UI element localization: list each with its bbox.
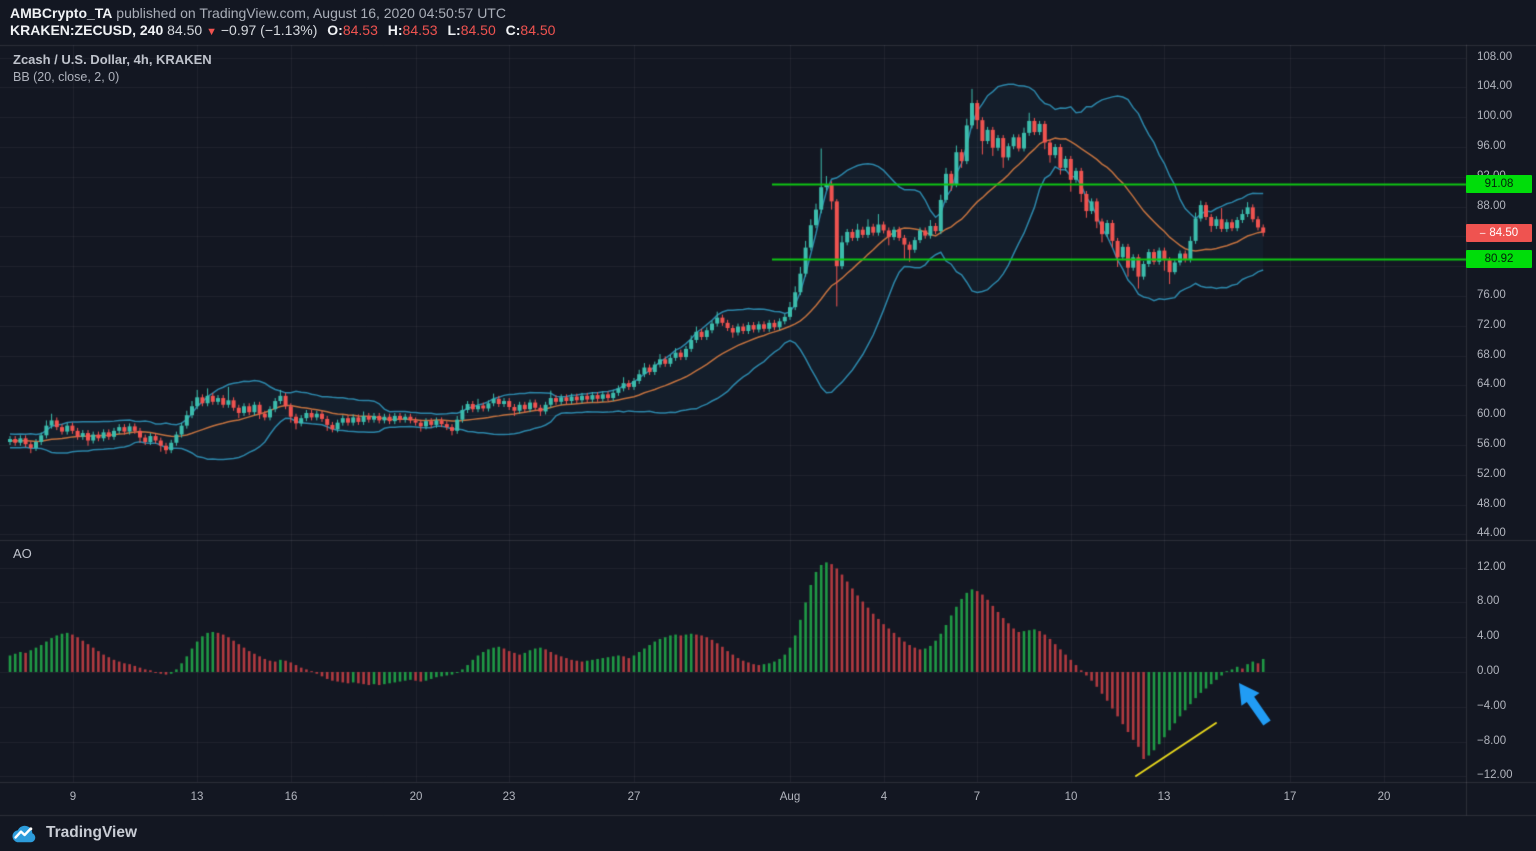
open-label: O:: [327, 22, 343, 38]
close-label: C:: [505, 22, 521, 38]
high-value: 84.53: [402, 22, 438, 38]
publish-info: AMBCrypto_TA published on TradingView.co…: [10, 5, 506, 21]
price-change: −0.97 (−1.13%): [220, 22, 318, 38]
down-triangle-icon: ▼: [206, 26, 217, 38]
chart-title-legend[interactable]: Zcash / U.S. Dollar, 4h, KRAKEN: [13, 52, 212, 67]
close-value: 84.50: [520, 22, 556, 38]
last-price: 84.50: [167, 22, 203, 38]
low-label: L:: [447, 22, 461, 38]
symbol-info-row: KRAKEN:ZECUSD, 240 84.50 ▼ −0.97 (−1.13%…: [10, 22, 555, 38]
tradingview-logo[interactable]: TradingView: [10, 818, 137, 848]
symbol-interval[interactable]: KRAKEN:ZECUSD, 240: [10, 22, 164, 38]
tradingview-logo-text: TradingView: [46, 824, 138, 841]
open-value: 84.53: [342, 22, 378, 38]
ao-indicator-legend[interactable]: AO: [13, 546, 32, 561]
bb-indicator-legend[interactable]: BB (20, close, 2, 0): [13, 70, 120, 84]
published-text: published on TradingView.com, August 16,…: [112, 5, 506, 21]
tradingview-cloud-icon: [12, 825, 36, 843]
publisher-username[interactable]: AMBCrypto_TA: [10, 5, 113, 21]
low-value: 84.50: [460, 22, 496, 38]
resistance-price-label: 91.08: [1466, 175, 1532, 193]
last-price-label: 84.50: [1466, 224, 1532, 242]
high-label: H:: [387, 22, 403, 38]
support-price-label: 80.92: [1466, 250, 1532, 268]
